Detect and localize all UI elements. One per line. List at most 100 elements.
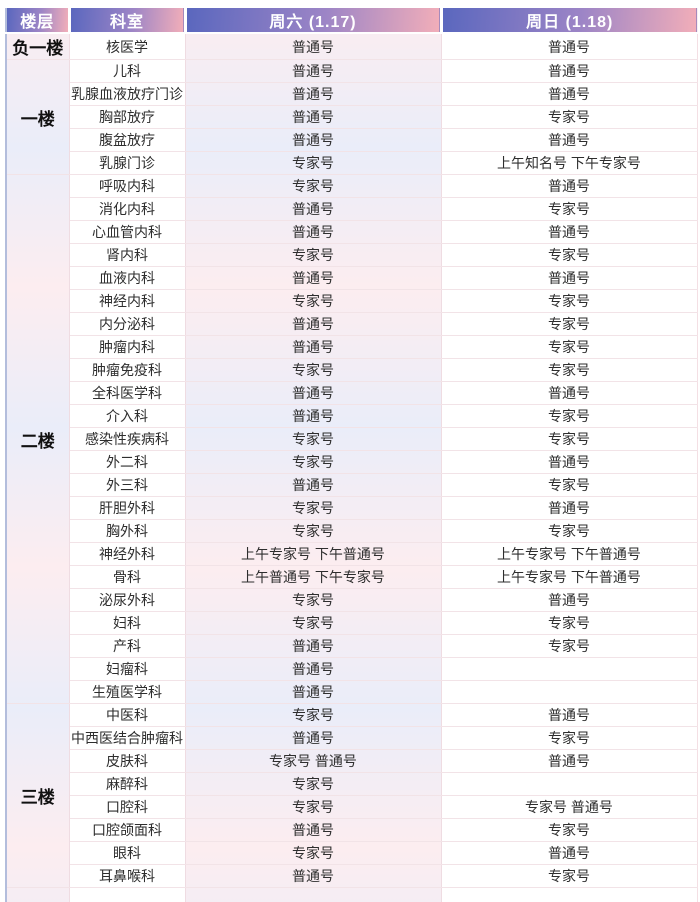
sunday-cell: 普通号 (441, 703, 698, 727)
department-cell: 妇科 (69, 611, 186, 635)
sunday-cell: 普通号 (441, 174, 698, 198)
department-cell: 介入科 (69, 404, 186, 428)
department-cell: 神经外科 (69, 542, 186, 566)
sunday-cell: 普通号 (441, 33, 698, 60)
sunday-cell: 专家号 (441, 404, 698, 428)
schedule-row: 心血管内科 普通号 普通号 (6, 220, 698, 244)
department-cell: 核医学 (69, 33, 186, 60)
saturday-cell: 普通号 (185, 657, 442, 681)
sunday-cell: 上午专家号 下午普通号 (441, 565, 698, 589)
department-cell: 儿科 (69, 59, 186, 83)
sunday-cell: 专家号 (441, 726, 698, 750)
saturday-cell: 专家号 (185, 772, 442, 796)
schedule-row: 口腔科 专家号 专家号 普通号 (6, 795, 698, 819)
saturday-cell: 专家号 (185, 703, 442, 727)
saturday-cell: 上午普通号 下午专家号 (185, 565, 442, 589)
department-cell: 外二科 (69, 450, 186, 474)
sunday-cell: 专家号 (441, 427, 698, 451)
sunday-cell: 普通号 (441, 82, 698, 106)
sunday-cell: 上午专家号 下午普通号 (441, 542, 698, 566)
saturday-cell: 专家号 (185, 450, 442, 474)
saturday-cell: 专家号 (185, 588, 442, 612)
department-cell: 眼科 (69, 841, 186, 865)
schedule-row: 口腔颌面科 普通号 专家号 (6, 818, 698, 842)
saturday-cell: 专家号 (185, 496, 442, 520)
sunday-cell: 普通号 (441, 128, 698, 152)
department-cell: 口腔科 (69, 795, 186, 819)
sunday-cell (441, 772, 698, 796)
schedule-row: 肿瘤免疫科 专家号 专家号 (6, 358, 698, 382)
saturday-cell: 专家号 (185, 841, 442, 865)
department-cell: 耳鼻喉科 (69, 864, 186, 888)
sunday-cell: 专家号 (441, 105, 698, 129)
header-floor: 楼层 (6, 8, 71, 34)
schedule-row: 麻醉科 专家号 (6, 772, 698, 796)
saturday-cell: 普通号 (185, 266, 442, 290)
department-cell: 胸部放疗 (69, 105, 186, 129)
saturday-cell: 普通号 (185, 404, 442, 428)
sunday-cell: 专家号 (441, 473, 698, 497)
schedule-row: 泌尿外科 专家号 普通号 (6, 588, 698, 612)
department-cell: 口腔颌面科 (69, 818, 186, 842)
saturday-cell: 普通号 (185, 680, 442, 704)
saturday-cell: 专家号 (185, 174, 442, 198)
schedule-row: 胸部放疗 普通号 专家号 (6, 105, 698, 129)
department-cell: 麻醉科 (69, 772, 186, 796)
department-cell: 神经内科 (69, 289, 186, 313)
department-cell: 乳腺血液放疗门诊 (69, 82, 186, 106)
schedule-row: 骨科 上午普通号 下午专家号 上午专家号 下午普通号 (6, 565, 698, 589)
saturday-cell-empty (185, 887, 442, 902)
sunday-cell: 专家号 (441, 335, 698, 359)
department-cell: 内分泌科 (69, 312, 186, 336)
saturday-cell: 专家号 (185, 427, 442, 451)
saturday-cell: 普通号 (185, 128, 442, 152)
schedule-row: 肾内科 专家号 专家号 (6, 243, 698, 267)
schedule-row: 外三科 普通号 专家号 (6, 473, 698, 497)
department-cell: 胸外科 (69, 519, 186, 543)
department-cell: 皮肤科 (69, 749, 186, 773)
floor-cell-empty (6, 887, 70, 902)
saturday-cell: 普通号 (185, 335, 442, 359)
sunday-cell: 普通号 (441, 496, 698, 520)
saturday-cell: 普通号 (185, 726, 442, 750)
department-cell: 中西医结合肿瘤科 (69, 726, 186, 750)
schedule-row: 肿瘤内科 普通号 专家号 (6, 335, 698, 359)
schedule-row: 胸外科 专家号 专家号 (6, 519, 698, 543)
schedule-row: 耳鼻喉科 普通号 专家号 (6, 864, 698, 888)
saturday-cell: 普通号 (185, 312, 442, 336)
schedule-row: 三楼 中医科 专家号 普通号 (6, 703, 698, 888)
saturday-cell: 普通号 (185, 197, 442, 221)
sunday-cell: 专家号 (441, 243, 698, 267)
department-cell: 泌尿外科 (69, 588, 186, 612)
schedule-row: 妇瘤科 普通号 (6, 657, 698, 681)
department-cell: 肾内科 (69, 243, 186, 267)
department-cell: 呼吸内科 (69, 174, 186, 198)
header-sunday: 周日 (1.18) (441, 8, 697, 34)
schedule-row: 血液内科 普通号 普通号 (6, 266, 698, 290)
department-cell: 全科医学科 (69, 381, 186, 405)
schedule-row: 眼科 专家号 普通号 (6, 841, 698, 865)
sunday-cell: 专家号 普通号 (441, 795, 698, 819)
department-cell: 妇瘤科 (69, 657, 186, 681)
department-cell: 产科 (69, 634, 186, 658)
header-department: 科室 (69, 8, 187, 34)
department-cell: 肿瘤免疫科 (69, 358, 186, 382)
sunday-cell: 专家号 (441, 312, 698, 336)
schedule-row: 一楼 儿科 普通号 普通号 (6, 59, 698, 175)
sunday-cell: 专家号 (441, 864, 698, 888)
department-cell: 腹盆放疗 (69, 128, 186, 152)
saturday-cell: 普通号 (185, 818, 442, 842)
saturday-cell: 专家号 (185, 519, 442, 543)
schedule-row: 乳腺血液放疗门诊 普通号 普通号 (6, 82, 698, 106)
schedule-table: 楼层 科室 周六 (1.17) 周日 (1.18) 负一楼 核医学 普通号 普通号 一楼… (5, 8, 698, 902)
schedule-row: 中西医结合肿瘤科 普通号 专家号 (6, 726, 698, 750)
saturday-cell: 普通号 (185, 473, 442, 497)
saturday-cell: 普通号 (185, 381, 442, 405)
sunday-cell: 普通号 (441, 749, 698, 773)
saturday-cell: 专家号 (185, 358, 442, 382)
sunday-cell: 专家号 (441, 519, 698, 543)
schedule-row: 二楼 呼吸内科 专家号 普通号 (6, 174, 698, 704)
saturday-cell: 专家号 (185, 243, 442, 267)
sunday-cell: 普通号 (441, 450, 698, 474)
